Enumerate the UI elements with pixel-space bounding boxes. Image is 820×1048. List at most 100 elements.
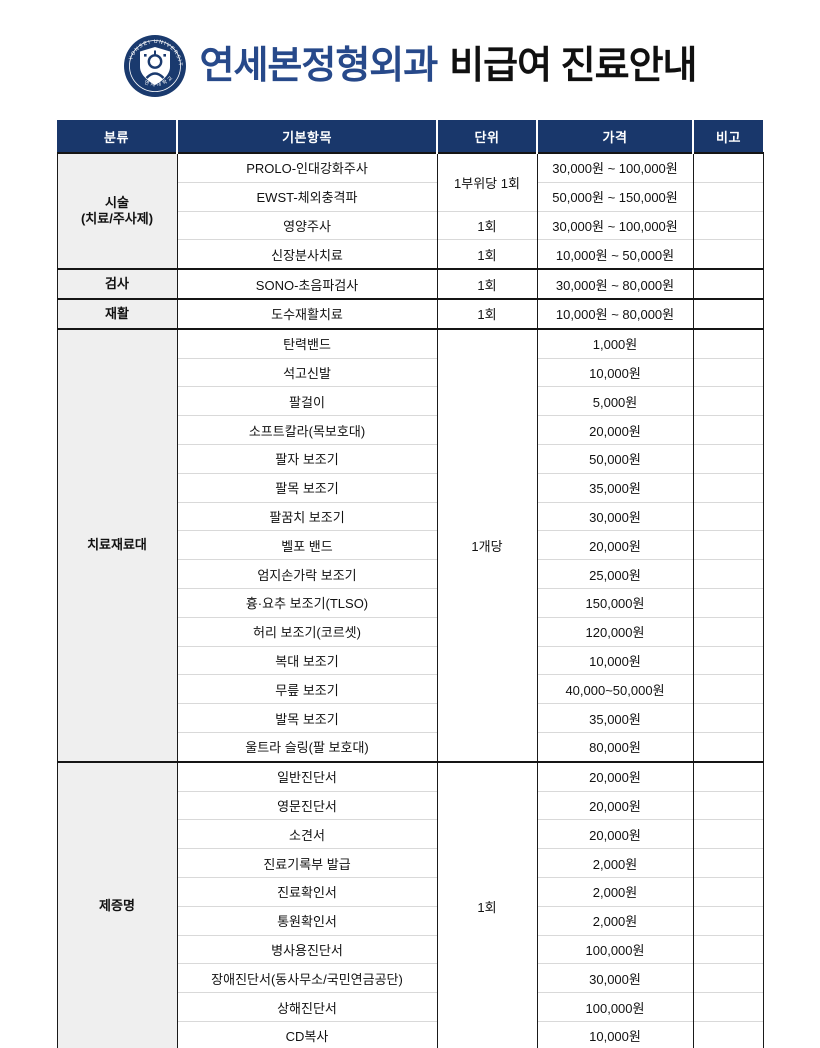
item-cell: 팔자 보조기 — [176, 443, 437, 474]
item-cell: 벨포 밴드 — [176, 530, 437, 560]
item-cell: 무릎 보조기 — [176, 674, 437, 704]
column-header: 비고 — [692, 120, 763, 153]
table-row: 장애진단서(동사무소/국민연금공단) 30,000원 — [57, 963, 764, 993]
table-row: 병사용진단서 100,000원 — [57, 934, 764, 964]
table-row: EWST-체외충격파 50,000원 ~ 150,000원 — [57, 181, 764, 212]
note-cell — [692, 530, 764, 560]
note-cell — [692, 848, 764, 878]
price-cell: 10,000원 ~ 80,000원 — [536, 297, 693, 329]
clinic-name: 연세본정형외과 — [199, 45, 438, 87]
price-cell: 150,000원 — [536, 587, 693, 618]
table-row: 발목 보조기 35,000원 — [57, 703, 764, 733]
note-cell — [692, 210, 764, 240]
note-cell — [692, 472, 764, 503]
price-cell: 5,000원 — [536, 386, 693, 416]
price-cell: 30,000원 — [536, 963, 693, 993]
item-cell: 통원확인서 — [176, 905, 437, 936]
price-cell: 35,000원 — [536, 472, 693, 503]
price-cell: 10,000원 — [536, 645, 693, 675]
table-row: 벨포 밴드 20,000원 — [57, 530, 764, 560]
price-cell: 80,000원 — [536, 731, 693, 762]
unit-cell: 1회 — [436, 210, 537, 240]
item-cell: 허리 보조기(코르셋) — [176, 616, 437, 647]
note-cell — [692, 934, 764, 964]
price-cell: 20,000원 — [536, 790, 693, 820]
item-cell: 진료확인서 — [176, 876, 437, 907]
price-cell: 1,000원 — [536, 327, 693, 359]
table-row: 울트라 슬링(팔 보호대) 80,000원 — [57, 731, 764, 762]
page-title: 연세본정형외과 비급여 진료안내 — [199, 45, 697, 87]
item-cell: 도수재활치료 — [176, 297, 437, 329]
price-cell: 100,000원 — [536, 934, 693, 964]
price-cell: 2,000원 — [536, 876, 693, 907]
column-header: 기본항목 — [176, 120, 437, 153]
table-row: 엄지손가락 보조기 25,000원 — [57, 559, 764, 589]
table-row: 팔자 보조기 50,000원 — [57, 443, 764, 474]
note-cell — [692, 559, 764, 589]
price-cell: 50,000원 — [536, 443, 693, 474]
table-row: CD복사 10,000원 — [57, 1020, 764, 1048]
table-row: 진료확인서 2,000원 — [57, 876, 764, 907]
price-cell: 35,000원 — [536, 703, 693, 733]
note-cell — [692, 674, 764, 704]
table-row: 석고신발 10,000원 — [57, 357, 764, 387]
category-cell: 검사 — [56, 268, 177, 299]
note-cell — [692, 905, 764, 936]
table-row: 팔꿈치 보조기 30,000원 — [57, 501, 764, 531]
item-cell: CD복사 — [176, 1020, 437, 1048]
table-row: 무릎 보조기 40,000~50,000원 — [57, 674, 764, 704]
note-cell — [692, 645, 764, 675]
note-cell — [692, 790, 764, 820]
table-row: 허리 보조기(코르셋) 120,000원 — [57, 616, 764, 647]
item-cell: PROLO-인대강화주사 — [176, 151, 437, 183]
table-row: 흉·요추 보조기(TLSO) 150,000원 — [57, 587, 764, 618]
note-cell — [692, 151, 764, 183]
item-cell: 일반진단서 — [176, 760, 437, 792]
price-cell: 10,000원 — [536, 357, 693, 387]
table-row: 복대 보조기 10,000원 — [57, 645, 764, 675]
unit-cell: 1회 — [436, 268, 537, 299]
item-cell: 진료기록부 발급 — [176, 848, 437, 878]
item-cell: 영양주사 — [176, 210, 437, 240]
note-cell — [692, 731, 764, 762]
price-cell: 20,000원 — [536, 819, 693, 849]
table-row: 제증명 일반진단서 1회 20,000원 — [56, 760, 764, 1048]
price-table: 분류 기본항목 단위 가격 비고 시술 (치료/주사제) PROLO-인대강화주사 1부위당 … — [56, 120, 764, 1048]
table-row: 신장분사치료 1회 10,000원 ~ 50,000원 — [57, 239, 764, 270]
note-cell — [692, 357, 764, 387]
item-cell: 복대 보조기 — [176, 645, 437, 675]
price-cell: 10,000원 — [536, 1020, 693, 1048]
note-cell — [692, 1020, 764, 1048]
category-cell: 시술 (치료/주사제) — [56, 151, 177, 270]
table-row: 진료기록부 발급 2,000원 — [57, 848, 764, 878]
note-cell — [692, 443, 764, 474]
note-cell — [692, 386, 764, 416]
item-cell: SONO-초음파검사 — [176, 268, 437, 299]
table-row: 소프트칼라(목보호대) 20,000원 — [57, 415, 764, 445]
price-cell: 25,000원 — [536, 559, 693, 589]
column-header: 단위 — [436, 120, 537, 153]
note-cell — [692, 268, 764, 299]
category-cell: 제증명 — [56, 760, 177, 1048]
page-header: YONSEI UNIVERSITY 연세대학교 연세본정형외과 비급여 진료안내 — [0, 0, 820, 102]
item-cell: 탄력밴드 — [176, 327, 437, 359]
price-cell: 40,000~50,000원 — [536, 674, 693, 704]
column-header: 분류 — [57, 120, 177, 153]
table-row: 통원확인서 2,000원 — [57, 905, 764, 936]
price-cell: 20,000원 — [536, 530, 693, 560]
note-cell — [692, 876, 764, 907]
table-row: 상해진단서 100,000원 — [57, 992, 764, 1022]
item-cell: 상해진단서 — [176, 992, 437, 1022]
table-row: 재활 도수재활치료 1회 10,000원 ~ 80,000원 — [56, 297, 764, 329]
price-cell: 120,000원 — [536, 616, 693, 647]
item-cell: 팔걸이 — [176, 386, 437, 416]
title-subject: 비급여 진료안내 — [449, 45, 697, 87]
table-row: 영양주사 1회 30,000원 ~ 100,000원 — [57, 210, 764, 240]
unit-cell: 1부위당 1회 — [436, 151, 537, 212]
item-cell: 병사용진단서 — [176, 934, 437, 964]
price-cell: 2,000원 — [536, 905, 693, 936]
item-cell: 석고신발 — [176, 357, 437, 387]
item-cell: 팔목 보조기 — [176, 472, 437, 503]
price-cell: 10,000원 ~ 50,000원 — [536, 239, 693, 270]
